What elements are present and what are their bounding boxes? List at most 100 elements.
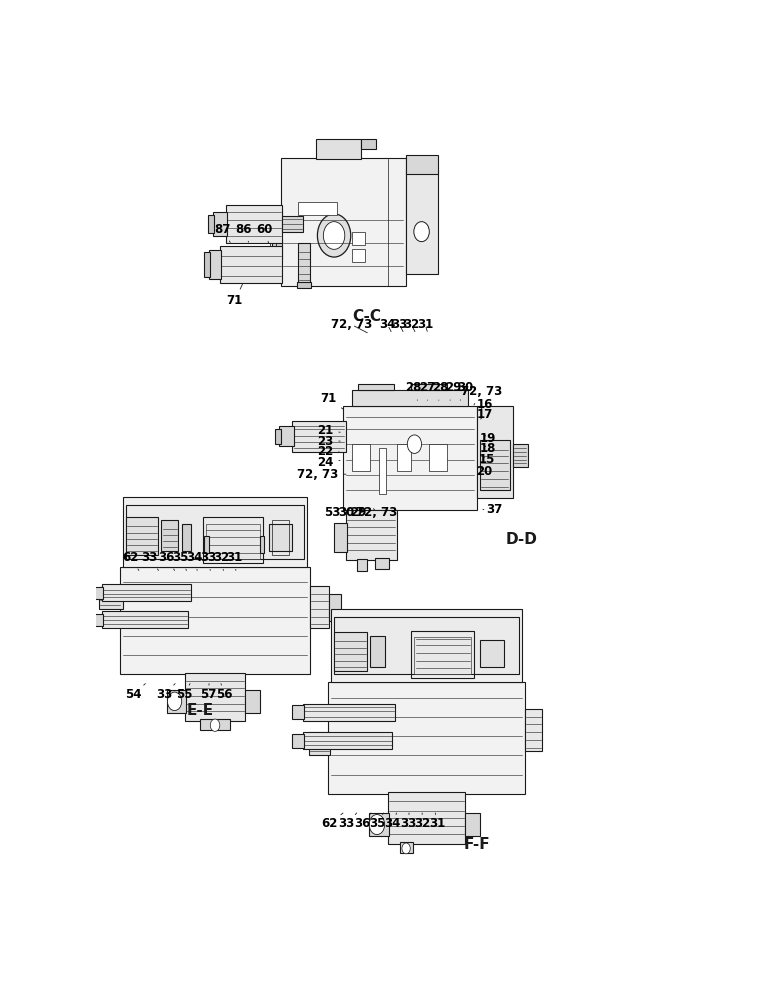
Text: 71: 71	[320, 392, 344, 409]
Bar	[272, 520, 290, 555]
Text: 31: 31	[226, 551, 242, 570]
Bar	[102, 611, 188, 628]
Bar	[123, 497, 307, 567]
Bar	[334, 617, 518, 674]
Text: 19: 19	[479, 432, 496, 445]
Bar	[203, 517, 263, 563]
Text: 62: 62	[322, 813, 343, 830]
Circle shape	[414, 222, 429, 242]
Bar	[161, 520, 178, 551]
Text: E-E: E-E	[187, 703, 214, 718]
Bar	[352, 390, 468, 406]
Bar	[204, 252, 210, 277]
Text: 86: 86	[235, 223, 252, 242]
Text: 34: 34	[186, 551, 203, 570]
Circle shape	[402, 843, 410, 854]
Bar	[272, 239, 283, 259]
Bar	[352, 232, 365, 245]
Text: 15: 15	[478, 453, 495, 466]
Text: 35: 35	[369, 813, 385, 830]
Text: 37: 37	[483, 503, 503, 516]
Text: 35: 35	[172, 551, 189, 570]
Text: 20: 20	[476, 465, 493, 478]
Bar	[406, 155, 439, 174]
Bar	[480, 440, 510, 490]
Text: 24: 24	[317, 456, 340, 469]
Bar	[204, 536, 209, 553]
Text: 34: 34	[379, 318, 396, 332]
Bar	[334, 632, 367, 671]
Text: 72, 73: 72, 73	[356, 506, 398, 519]
Text: 16: 16	[476, 398, 493, 411]
Bar	[358, 384, 393, 390]
Bar	[208, 215, 214, 233]
Bar	[120, 567, 310, 674]
Bar	[379, 448, 386, 494]
Bar	[185, 673, 245, 721]
Bar	[399, 842, 412, 853]
Text: 29: 29	[445, 381, 462, 400]
Circle shape	[167, 692, 182, 711]
Text: 72, 73: 72, 73	[461, 385, 502, 405]
Bar	[406, 170, 439, 274]
Text: 72, 73: 72, 73	[331, 318, 372, 333]
Bar	[429, 444, 447, 471]
Bar	[412, 384, 447, 390]
Text: 55: 55	[176, 684, 192, 701]
Text: 27: 27	[419, 381, 435, 400]
Bar	[280, 158, 406, 286]
Text: 33: 33	[200, 551, 216, 570]
Circle shape	[317, 214, 351, 257]
Text: 36: 36	[158, 551, 174, 570]
Bar	[245, 690, 260, 713]
Bar	[126, 517, 158, 555]
Bar	[465, 813, 480, 836]
Bar	[90, 614, 103, 626]
Text: 57: 57	[200, 684, 216, 701]
Bar	[293, 705, 304, 719]
Bar	[369, 813, 389, 836]
Text: 31: 31	[417, 318, 433, 331]
Bar	[209, 250, 221, 279]
Bar	[352, 444, 370, 471]
Bar	[309, 732, 330, 755]
Bar	[260, 536, 264, 553]
Bar	[477, 406, 513, 498]
Text: 29: 29	[349, 506, 366, 519]
Bar	[303, 732, 392, 749]
Bar	[412, 631, 474, 678]
Bar	[269, 524, 293, 551]
Bar	[329, 594, 341, 620]
Bar	[303, 704, 396, 721]
Bar	[182, 524, 191, 551]
Bar	[226, 205, 283, 243]
Text: 53: 53	[324, 506, 340, 519]
Bar	[328, 682, 525, 794]
Bar	[274, 429, 280, 444]
Bar	[334, 523, 347, 552]
Text: 87: 87	[214, 223, 230, 242]
Text: 23: 23	[317, 435, 340, 448]
Text: 17: 17	[476, 408, 493, 421]
Bar	[167, 690, 187, 713]
Bar	[200, 719, 230, 730]
Bar	[213, 212, 227, 235]
Bar	[126, 505, 304, 559]
Bar	[375, 558, 389, 569]
Bar	[388, 792, 465, 844]
Bar	[346, 510, 396, 560]
Bar	[272, 210, 283, 232]
Text: 33: 33	[157, 684, 175, 701]
Text: 28: 28	[405, 381, 422, 400]
Bar	[356, 559, 367, 571]
Bar	[331, 609, 521, 682]
Text: F-F: F-F	[464, 837, 490, 852]
Bar	[299, 202, 337, 215]
Text: 30: 30	[338, 506, 354, 519]
Text: 30: 30	[457, 381, 473, 400]
Bar	[299, 243, 310, 286]
Bar	[361, 139, 376, 149]
Text: 60: 60	[257, 223, 273, 243]
Bar	[343, 406, 477, 510]
Bar	[370, 636, 385, 667]
